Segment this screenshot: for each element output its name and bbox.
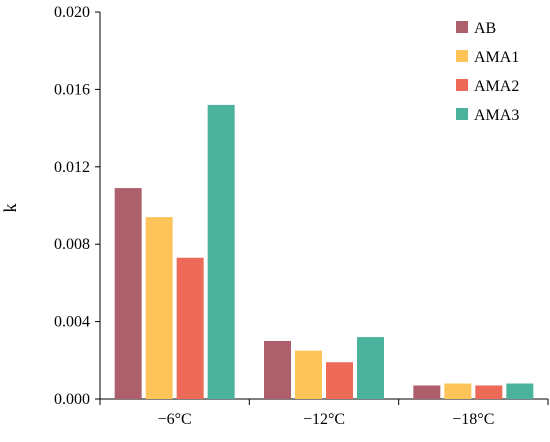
- x-tick-label: −18°C: [452, 411, 494, 428]
- bar-ab-2: [413, 385, 441, 399]
- bar-ab-0: [114, 188, 142, 399]
- bar-ama1-1: [295, 350, 322, 399]
- bar-ab-1: [264, 340, 291, 399]
- bar-ama2-1: [326, 362, 353, 399]
- legend-swatch-ab: [456, 21, 468, 33]
- legend-label-ab: AB: [474, 20, 496, 37]
- y-tick-label: 0.004: [54, 314, 90, 331]
- legend-swatch-ama3: [456, 108, 468, 120]
- bar-ama2-2: [475, 385, 503, 399]
- legend: AB AMA1 AMA2 AMA3: [456, 20, 519, 124]
- y-tick-label: 0.008: [54, 236, 90, 253]
- bar-ama1-0: [145, 217, 173, 399]
- legend-swatch-ama1: [456, 50, 468, 62]
- bars: [114, 104, 534, 399]
- bar-ama3-2: [506, 383, 534, 399]
- y-tick-label: 0.016: [54, 81, 90, 98]
- y-tick-label: 0.020: [54, 4, 90, 21]
- legend-label-ama1: AMA1: [474, 49, 519, 66]
- y-tick-label: 0.012: [54, 159, 90, 176]
- bar-ama1-2: [444, 383, 472, 399]
- x-tick-label: −6°C: [158, 411, 192, 428]
- legend-swatch-ama2: [456, 79, 468, 91]
- y-axis-label: k: [0, 204, 20, 213]
- y-tick-label: 0.000: [54, 391, 90, 408]
- legend-label-ama3: AMA3: [474, 107, 519, 124]
- bar-ama2-0: [176, 257, 204, 399]
- bar-ama3-0: [207, 104, 235, 399]
- legend-label-ama2: AMA2: [474, 78, 519, 95]
- bar-ama3-1: [357, 337, 384, 399]
- axes: 0.000 0.004 0.008 0.012 0.016 0.020 −6°C −12°C −…: [54, 4, 549, 428]
- x-tick-label: −12°C: [303, 411, 345, 428]
